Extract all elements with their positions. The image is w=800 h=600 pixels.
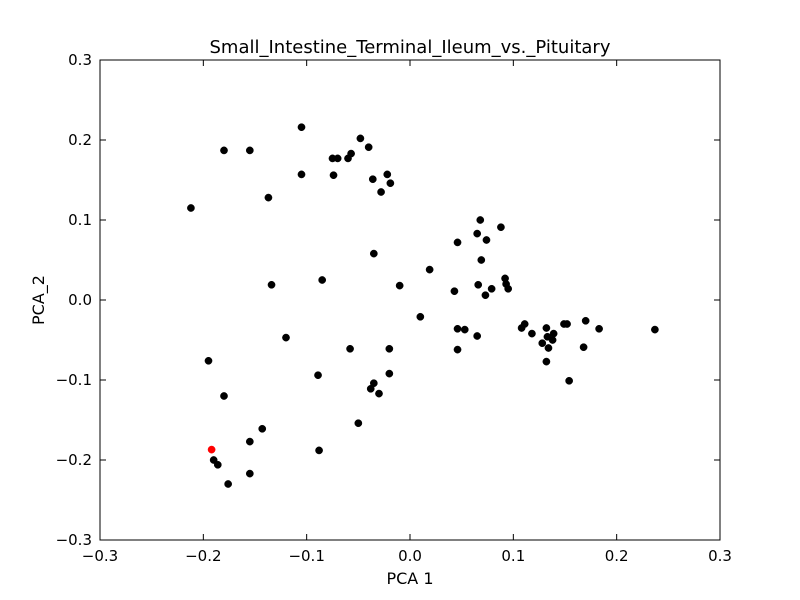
data-point [375,389,383,398]
data-point [565,376,573,385]
data-point [416,312,425,321]
data-point [504,284,513,293]
data-point [369,249,378,258]
data-point [595,324,603,333]
data-point [245,146,254,155]
x-axis-label: PCA 1 [386,569,433,588]
data-point [356,134,365,143]
data-point [315,446,323,455]
data-point [425,265,434,274]
data-point [333,154,342,163]
data-point [354,419,363,428]
data-point [224,480,232,488]
data-point [297,123,306,132]
data-point [267,280,276,289]
data-point [383,170,392,179]
data-point [542,357,551,366]
data-point [314,371,322,380]
data-point [245,437,254,446]
data-point [453,238,462,247]
data-point [453,345,462,354]
data-point [549,329,558,338]
data-point [385,369,394,378]
chart-title: Small_Intestine_Terminal_Ileum_vs._Pitui… [210,37,611,58]
data-point [450,287,459,296]
data-point [482,236,491,244]
data-point [385,344,394,353]
data-point [245,469,254,478]
data-point [377,188,385,196]
data-point [538,339,547,348]
data-point [329,171,338,180]
data-point [395,281,404,290]
data-point [297,170,306,179]
data-point [579,343,588,352]
data-point [481,291,490,300]
data-point [264,193,273,202]
data-point [346,344,354,353]
axis-ticks: −0.3 −0.2 −0.1 0.0 0.1 0.2 0.3 −0.3 −0.2 −0.1 0.0 0… [56,51,732,565]
data-point [282,333,290,342]
data-point [477,256,486,264]
x-tick-label: −0.1 [288,547,324,565]
data-point [220,392,228,400]
data-point [542,324,551,332]
y-tick-label: 0.3 [68,51,92,69]
highlight-point [207,445,216,454]
data-point [368,175,377,184]
data-point [487,284,496,293]
data-point [318,276,327,284]
data-point [563,320,571,328]
y-tick-label: 0.0 [68,291,92,309]
data-point [528,329,536,338]
data-point [473,229,482,238]
x-tick-label: 0.0 [398,547,422,565]
data-point [544,344,553,352]
data-point [220,146,228,155]
y-tick-label: 0.1 [68,211,92,229]
data-point [460,325,469,334]
y-tick-label: 0.2 [68,131,92,149]
data-point [366,384,375,393]
x-tick-label: −0.2 [185,547,221,565]
x-tick-label: 0.3 [708,547,732,565]
y-tick-label: −0.1 [56,371,92,389]
y-tick-label: −0.3 [56,531,92,549]
data-points [187,123,659,488]
data-point [347,149,355,158]
data-point [213,460,222,469]
y-tick-label: −0.2 [56,451,92,469]
data-point [258,424,267,433]
data-point [453,324,462,333]
data-point [581,316,590,325]
data-point [473,332,482,340]
data-point [204,356,213,365]
x-tick-label: −0.3 [82,547,118,565]
data-point [474,280,483,289]
x-tick-label: 0.1 [501,547,525,565]
data-point [520,320,529,328]
data-point [187,204,195,212]
data-point [651,325,659,334]
data-point [364,143,373,152]
data-point [476,216,485,224]
y-axis-label: PCA_2 [29,275,49,325]
data-point [386,179,395,188]
data-point [497,223,505,232]
x-tick-label: 0.2 [605,547,629,565]
data-point [548,336,557,344]
